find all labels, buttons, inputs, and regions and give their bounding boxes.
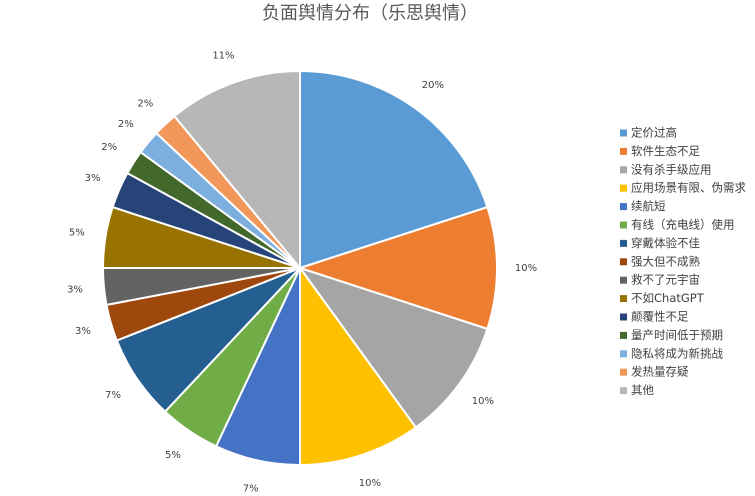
legend-text: 定价过高 <box>631 126 677 140</box>
pie-slice <box>297 266 489 429</box>
legend-swatch <box>620 129 627 137</box>
legend-text: 强大但不成熟 <box>631 254 700 268</box>
legend-swatch <box>620 239 627 247</box>
legend-swatch <box>620 258 627 266</box>
legend-swatch <box>620 350 627 358</box>
legend-text: 有线（充电线）使用 <box>631 218 735 232</box>
data-label: 11% <box>212 50 234 61</box>
chart-title: 负面舆情分布（乐思舆情） <box>262 3 478 24</box>
data-label: 10% <box>472 396 494 407</box>
legend-text: 颠覆性不足 <box>631 310 689 324</box>
legend-swatch <box>620 203 627 211</box>
pie-slice <box>173 69 301 271</box>
legend-swatch <box>620 368 627 376</box>
legend-text: 发热量存疑 <box>631 365 689 379</box>
legend-swatch <box>620 276 627 284</box>
legend-text: 量产时间低于预期 <box>631 328 723 342</box>
legend-text: 其他 <box>631 383 654 397</box>
legend-swatch <box>620 166 627 174</box>
data-label: 10% <box>515 263 537 274</box>
data-label: 7% <box>243 484 259 495</box>
data-label: 7% <box>105 390 121 401</box>
data-label: 2% <box>101 142 117 153</box>
data-label: 3% <box>75 326 91 337</box>
legend-swatch <box>620 184 627 192</box>
legend-swatch <box>620 147 627 155</box>
legend-text: 没有杀手级应用 <box>631 162 712 176</box>
legend-text: 不如ChatGPT <box>631 291 705 305</box>
data-label: 5% <box>165 450 181 461</box>
data-label: 5% <box>69 228 85 239</box>
data-label: 3% <box>67 284 83 295</box>
legend-swatch <box>620 313 627 321</box>
data-label: 2% <box>137 98 153 109</box>
pie-slice <box>296 205 498 331</box>
legend-text: 穿戴体验不佳 <box>631 236 700 250</box>
legend-text: 隐私将成为新挑战 <box>631 346 723 360</box>
pie-slice <box>299 264 418 467</box>
data-label: 20% <box>422 80 444 91</box>
data-label: 10% <box>359 478 381 489</box>
pie-slice <box>299 69 489 270</box>
legend-text: 续航短 <box>631 199 666 213</box>
data-label: 3% <box>85 173 101 184</box>
legend-text: 软件生态不足 <box>631 144 700 158</box>
legend-text: 救不了元宇宙 <box>631 273 700 287</box>
legend-text: 应用场景有限、伪需求 <box>631 181 746 195</box>
legend-swatch <box>620 221 627 229</box>
legend-swatch <box>620 331 627 339</box>
legend-swatch <box>620 387 627 395</box>
legend-swatch <box>620 295 627 303</box>
data-label: 2% <box>118 119 134 130</box>
